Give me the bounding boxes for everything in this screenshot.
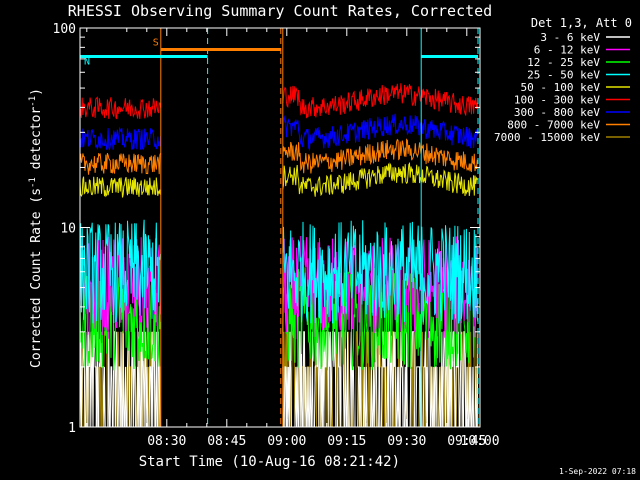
legend-label: 800 - 7000 keV [507, 119, 600, 132]
marker-label-n: N [84, 56, 90, 67]
y-tick-label: 100 [53, 22, 76, 37]
series-800-7000-kev [79, 138, 479, 175]
x-tick-label: 09:45 [447, 434, 486, 449]
legend-label: 300 - 800 keV [514, 106, 600, 119]
x-tick-label: 10:00 [460, 434, 499, 449]
x-tick-label: 08:30 [147, 434, 186, 449]
legend-label: 7000 - 15000 keV [494, 131, 600, 144]
legend-label: 50 - 100 keV [521, 81, 601, 94]
series-300-800-kev [79, 113, 479, 152]
legend-label: 100 - 300 keV [514, 94, 600, 107]
y-tick-label: 1 [68, 421, 76, 436]
marker-layer: SN [80, 28, 479, 427]
footer-date: 1-Sep-2022 07:18 [559, 467, 636, 476]
x-tick-label: 09:00 [267, 434, 306, 449]
x-tick-label: 08:45 [207, 434, 246, 449]
series-trace [282, 138, 479, 174]
legend-label: 25 - 50 keV [527, 69, 600, 82]
series-layer [79, 83, 479, 428]
x-tick-label: 09:15 [327, 434, 366, 449]
y-tick-label: 10 [60, 222, 76, 237]
legend-title: Det 1,3, Att 0 [531, 16, 632, 30]
y-axis-label: Corrected Count Rate (s-1 detector-1) [28, 88, 44, 368]
legend-label: 6 - 12 keV [534, 44, 601, 57]
series-trace [282, 161, 479, 197]
series-trace [282, 113, 479, 152]
series-trace [79, 219, 162, 324]
axis-layer: 1 10 100 08:30 08:45 09:00 09:15 09:30 09:4510:0… [53, 22, 500, 449]
series-100-300-kev [79, 83, 479, 120]
series-trace [282, 220, 479, 324]
x-axis-label: Start Time (10-Aug-16 08:21:42) [139, 454, 400, 470]
x-tick-label: 09:30 [387, 434, 426, 449]
series-trace [79, 176, 162, 198]
marker-label-s: S [153, 38, 159, 49]
series-trace [282, 83, 479, 119]
chart-title: RHESSI Observing Summary Count Rates, Co… [68, 2, 492, 20]
series-trace [79, 126, 162, 150]
series-25-50-kev [79, 219, 479, 324]
series-trace [79, 152, 162, 175]
legend-label: 12 - 25 keV [527, 56, 600, 69]
series-50-100-kev [79, 161, 479, 198]
series-trace [79, 96, 162, 120]
legend-label: 3 - 6 keV [540, 31, 600, 44]
